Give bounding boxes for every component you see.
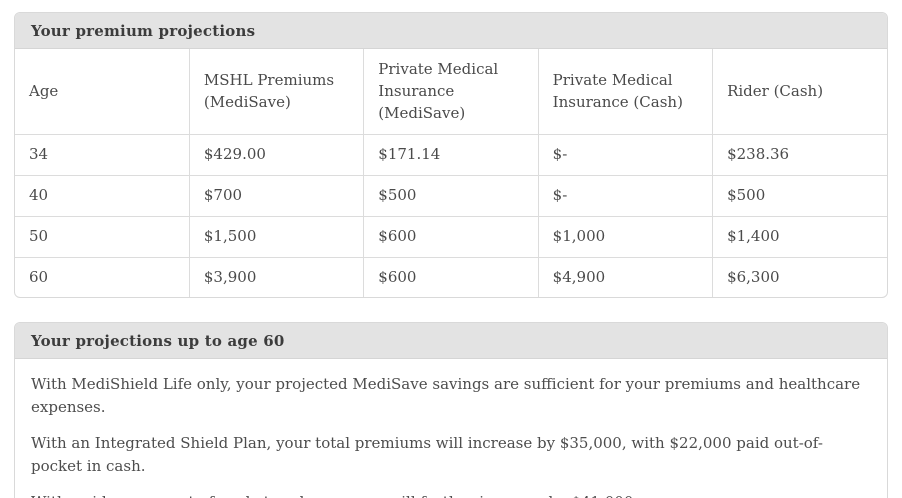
cell-mshl-premiums: $3,900 [188, 256, 365, 298]
table-row: 34 $429.00 $171.14 $- $238.36 [15, 134, 887, 176]
cell-pmi-cash: $- [537, 175, 714, 217]
cell-mshl-premiums: $700 [188, 175, 365, 217]
cell-pmi-cash: $- [537, 134, 714, 176]
cell-pmi-cash: $4,900 [537, 256, 714, 298]
cell-rider-cash: $1,400 [712, 215, 887, 258]
premium-projections-card: Your premium projections Age MSHL Premiu… [14, 12, 888, 299]
column-header-mshl-premiums-medisave: MSHL Premiums (MediSave) [188, 48, 365, 136]
cell-mshl-premiums: $429.00 [188, 134, 365, 176]
projections-summary-body: With MediShield Life only, your projecte… [15, 359, 887, 498]
cell-age: 60 [15, 256, 190, 298]
cell-age: 50 [15, 215, 190, 258]
cell-age: 34 [15, 134, 190, 176]
premium-projections-title: Your premium projections [31, 21, 256, 40]
premium-projections-table: Age MSHL Premiums (MediSave) Private Med… [15, 48, 887, 298]
table-header-row: Age MSHL Premiums (MediSave) Private Med… [15, 48, 887, 136]
cell-pmi-medisave: $171.14 [363, 134, 539, 176]
cell-pmi-medisave: $500 [363, 175, 539, 217]
cell-rider-cash: $6,300 [712, 256, 887, 298]
column-header-private-medical-insurance-cash: Private Medical Insurance (Cash) [537, 48, 714, 136]
table-row: 60 $3,900 $600 $4,900 $6,300 [15, 256, 887, 298]
cell-pmi-medisave: $600 [363, 256, 539, 298]
table-row: 50 $1,500 $600 $1,000 $1,400 [15, 215, 887, 258]
cell-pmi-cash: $1,000 [537, 215, 714, 258]
table-row: 40 $700 $500 $- $500 [15, 175, 887, 217]
projections-summary-header: Your projections up to age 60 [15, 323, 887, 360]
cell-pmi-medisave: $600 [363, 215, 539, 258]
column-header-rider-cash: Rider (Cash) [712, 48, 887, 136]
cell-rider-cash: $238.36 [712, 134, 887, 176]
cell-age: 40 [15, 175, 190, 217]
premium-projections-header: Your premium projections [15, 13, 887, 49]
column-header-age: Age [15, 48, 190, 136]
column-header-private-medical-insurance-medisave: Private Medical Insurance (MediSave) [363, 48, 539, 136]
summary-paragraph-medishield-life: With MediShield Life only, your projecte… [31, 375, 861, 416]
projections-summary-card: Your projections up to age 60 With MediS… [14, 322, 888, 498]
summary-paragraph-rider: With a rider, your out-of-pocket cash ex… [31, 491, 871, 498]
cell-mshl-premiums: $1,500 [188, 215, 365, 258]
cell-rider-cash: $500 [712, 175, 887, 217]
summary-paragraph-integrated-shield-plan: With an Integrated Shield Plan, your tot… [31, 434, 823, 475]
projections-summary-title: Your projections up to age 60 [31, 331, 285, 350]
